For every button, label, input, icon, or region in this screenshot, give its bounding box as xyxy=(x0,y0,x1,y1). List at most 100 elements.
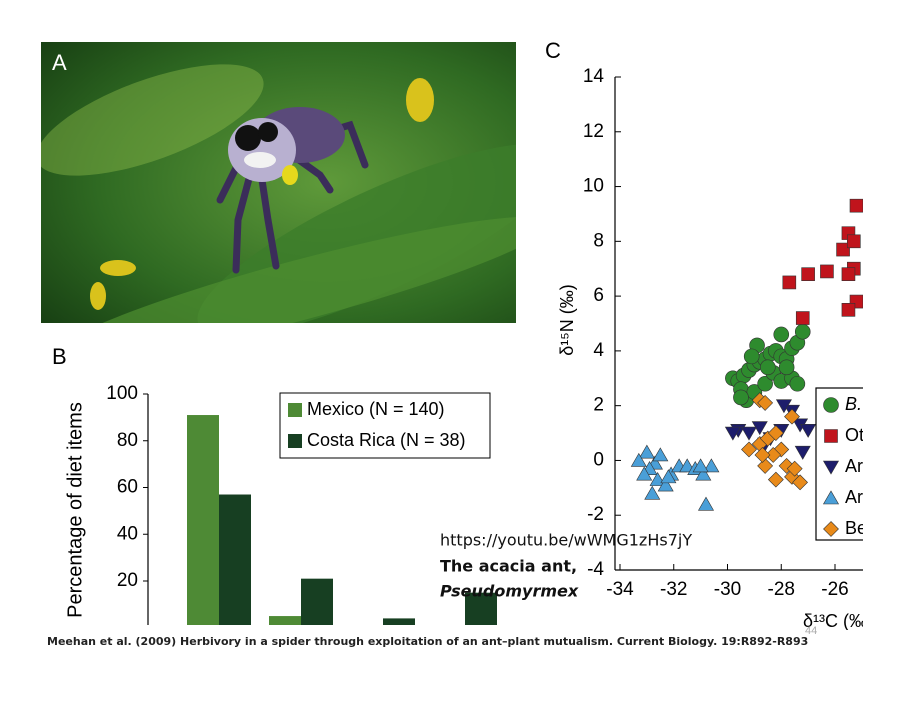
caption: Pseudomyrmex xyxy=(440,582,579,601)
point xyxy=(754,447,771,463)
point xyxy=(786,460,803,477)
y-tick-label: 0 xyxy=(593,449,604,470)
point xyxy=(751,421,768,436)
panel-label: B xyxy=(52,344,67,369)
point xyxy=(630,452,647,467)
point xyxy=(841,303,856,317)
x-tick-label: -28 xyxy=(768,579,795,600)
legend-marker xyxy=(824,429,838,443)
y-tick-label: 2 xyxy=(593,395,604,416)
bar xyxy=(219,494,251,625)
bar xyxy=(351,625,383,627)
point xyxy=(820,264,834,279)
bar xyxy=(383,618,415,625)
point xyxy=(760,359,776,376)
legend-label: B. xyxy=(845,394,862,414)
y-axis-label: Percentage of diet items xyxy=(64,402,86,618)
legend-box xyxy=(815,387,863,541)
point xyxy=(733,389,749,406)
bar xyxy=(301,578,333,625)
video-link[interactable]: https://youtu.be/wWMG1zHs7jY xyxy=(440,531,692,550)
point xyxy=(794,445,811,460)
citation: Meehan et al. (2009) Herbivory in a spid… xyxy=(47,635,808,648)
legend-marker xyxy=(823,521,839,537)
point xyxy=(773,326,790,343)
scatter-chart: C -4 -2 0 2 4 6 8 10 12 14 -34 -32 -30 -28 -26 δ¹⁵N (‰) δ… xyxy=(545,38,873,631)
point xyxy=(743,348,760,365)
point xyxy=(782,275,797,290)
point xyxy=(792,474,808,491)
point xyxy=(757,395,774,411)
point xyxy=(703,458,720,473)
point xyxy=(775,399,792,414)
y-tick-label: 100 xyxy=(106,383,138,404)
x-tick-label: -26 xyxy=(821,579,848,600)
point xyxy=(692,458,709,473)
point xyxy=(801,267,815,282)
page-number: 44 xyxy=(805,625,817,637)
point xyxy=(636,466,653,481)
legend-label: Ar xyxy=(845,456,863,476)
legend-marker xyxy=(822,490,840,505)
legend-marker xyxy=(822,460,840,475)
point xyxy=(740,426,758,441)
panel-label: A xyxy=(52,50,67,75)
y-axis-label: δ¹⁵N (‰) xyxy=(557,284,577,355)
y-tick-label: 10 xyxy=(583,176,604,197)
point xyxy=(836,242,850,257)
bar-chart: B 20 40 60 80 100 Percentage of diet items Mexi… xyxy=(52,344,497,627)
legend-label: Ar xyxy=(845,487,863,507)
y-tick-label: -2 xyxy=(587,504,604,525)
x-tick-label: -30 xyxy=(714,579,741,600)
point xyxy=(847,234,861,249)
point xyxy=(741,441,757,458)
point xyxy=(660,469,677,484)
point xyxy=(657,477,674,492)
caption: The acacia ant, xyxy=(440,557,577,576)
bar xyxy=(433,625,465,627)
legend-swatch xyxy=(288,434,302,448)
x-axis-label: δ¹³C (‰) xyxy=(803,611,873,631)
y-tick-label: 80 xyxy=(117,430,138,451)
point xyxy=(849,198,863,213)
legend-label: Mexico (N = 140) xyxy=(307,399,445,419)
y-tick-label: 12 xyxy=(583,121,604,142)
y-tick-label: 6 xyxy=(593,285,604,306)
legend-box xyxy=(279,392,491,459)
x-tick-label: -32 xyxy=(660,579,687,600)
point xyxy=(784,408,800,425)
bar xyxy=(465,592,497,625)
legend-swatch xyxy=(288,403,302,417)
point xyxy=(789,375,806,392)
legend-label: Ot xyxy=(845,425,864,445)
y-tick-label: 60 xyxy=(117,477,138,498)
point xyxy=(778,359,795,376)
legend-label: Be xyxy=(845,518,867,538)
legend-marker xyxy=(823,397,839,413)
y-tick-label: 4 xyxy=(593,340,604,361)
point xyxy=(765,447,782,463)
x-tick-label: -34 xyxy=(606,579,634,600)
y-tick-label: 14 xyxy=(583,66,605,87)
point xyxy=(697,496,715,511)
y-tick-label: -4 xyxy=(587,559,604,580)
point xyxy=(757,457,774,474)
point xyxy=(757,375,773,392)
y-tick-label: 8 xyxy=(593,230,604,251)
point xyxy=(638,444,655,459)
point xyxy=(695,466,712,481)
bar xyxy=(187,415,219,625)
point xyxy=(795,311,810,325)
spider-photo: A xyxy=(41,42,516,323)
point xyxy=(841,267,856,282)
point xyxy=(794,323,811,340)
y-tick-label: 40 xyxy=(117,523,138,544)
point xyxy=(767,471,784,488)
y-tick-label: 20 xyxy=(117,570,138,591)
legend-label: Costa Rica (N = 38) xyxy=(307,430,466,450)
point xyxy=(800,424,817,438)
panel-label: C xyxy=(545,38,561,63)
point xyxy=(724,426,741,441)
point xyxy=(652,447,669,462)
